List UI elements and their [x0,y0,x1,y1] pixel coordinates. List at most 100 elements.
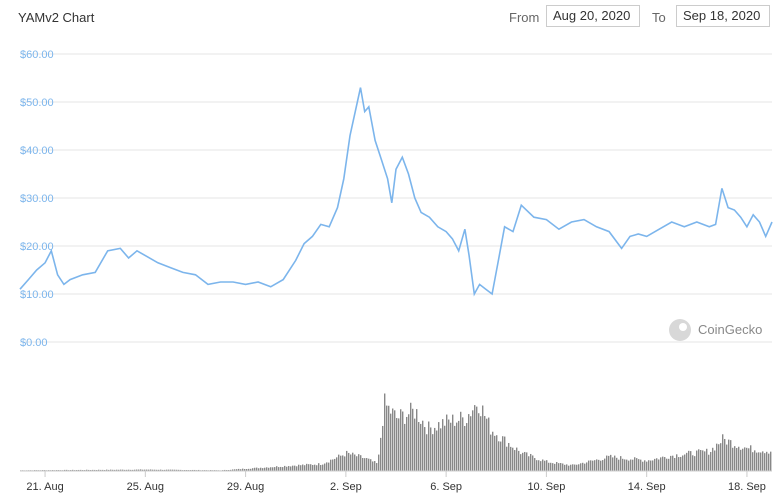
volume-bar [566,464,568,471]
volume-bar [192,469,194,471]
volume-bar [742,448,744,471]
volume-bar [612,457,614,471]
x-tick-label: 2. Sep [330,481,362,493]
volume-bar [390,413,392,471]
volume-bar [162,469,164,471]
volume-bar [428,421,430,471]
volume-bar [518,450,520,471]
volume-bar [426,434,428,471]
x-tick-label: 6. Sep [430,481,462,493]
volume-bar [270,467,272,471]
volume-bar [322,464,324,471]
volume-bar [704,451,706,471]
volume-bar [444,425,446,471]
volume-bar [734,446,736,471]
volume-bar [240,469,242,471]
volume-bar [314,464,316,471]
volume-bar [656,458,658,471]
volume-bar [636,458,638,471]
volume-bar [472,410,474,471]
volume-bar [86,469,88,471]
volume-bar [552,463,554,471]
volume-bar [120,469,122,471]
coingecko-watermark: CoinGecko [669,319,762,341]
volume-bar [692,455,694,471]
volume-bar [654,458,656,471]
volume-bar [304,465,306,471]
volume-bar [64,469,66,471]
volume-bar [370,459,372,471]
volume-bar [730,440,732,471]
x-tick-label: 18. Sep [728,481,766,493]
volume-bar [664,457,666,471]
volume-bar [602,460,604,471]
volume-bar [236,469,238,471]
volume-bar [474,405,476,471]
volume-bar [490,434,492,471]
volume-bar [578,464,580,471]
volume-bar [244,469,246,471]
from-date-input[interactable]: Aug 20, 2020 [546,5,640,27]
volume-bar [254,467,256,471]
volume-bar [88,469,90,471]
gecko-logo-icon [669,319,691,341]
volume-bar [458,420,460,471]
chart-title: YAMv2 Chart [18,10,95,25]
volume-bar [662,456,664,471]
volume-bar [520,454,522,471]
volume-bar [146,469,148,471]
to-date-input[interactable]: Sep 18, 2020 [676,5,770,27]
volume-bar [550,462,552,471]
volume-bar [66,469,68,471]
volume-bar [102,469,104,471]
price-line[interactable] [19,87,773,297]
volume-bar [108,469,110,471]
x-tick-label: 25. Aug [127,481,164,493]
volume-bar [346,450,348,471]
volume-bar [624,459,626,471]
volume-bar [398,418,400,471]
volume-bar [294,465,296,471]
volume-bar [480,416,482,471]
volume-bar [660,457,662,471]
volume-bar [492,431,494,471]
x-tick-label: 29. Aug [227,481,264,493]
volume-bar [224,469,226,471]
volume-bar [632,459,634,471]
volume-bar [586,462,588,471]
volume-bar [570,464,572,471]
volume-bar [424,427,426,471]
volume-bar [740,449,742,471]
volume-bar [666,458,668,471]
volume-bar [510,446,512,471]
volume-bar [760,452,762,471]
volume-bar [542,459,544,471]
volume-bar [126,469,128,471]
volume-bar [502,436,504,471]
volume-bar [194,469,196,471]
volume-bar [600,460,602,471]
volume-bar [746,447,748,471]
volume-bar [312,464,314,471]
volume-bar [476,406,478,471]
volume-bar [78,469,80,471]
y-tick-label: $10.00 [20,289,54,301]
volume-bar [286,466,288,471]
volume-bar [274,467,276,471]
volume-bar [618,459,620,471]
volume-bar [568,465,570,471]
volume-bar [696,450,698,471]
volume-bar [422,420,424,471]
volume-bar [318,463,320,471]
volume-bar [360,455,362,471]
volume-bar [366,458,368,471]
volume-bar [658,459,660,471]
volume-bar [320,465,322,471]
volume-bar [420,423,422,471]
volume-bar [450,422,452,471]
volume-bar [698,449,700,471]
volume-bar [682,455,684,471]
volume-bar [512,447,514,471]
volume-bar [536,460,538,471]
